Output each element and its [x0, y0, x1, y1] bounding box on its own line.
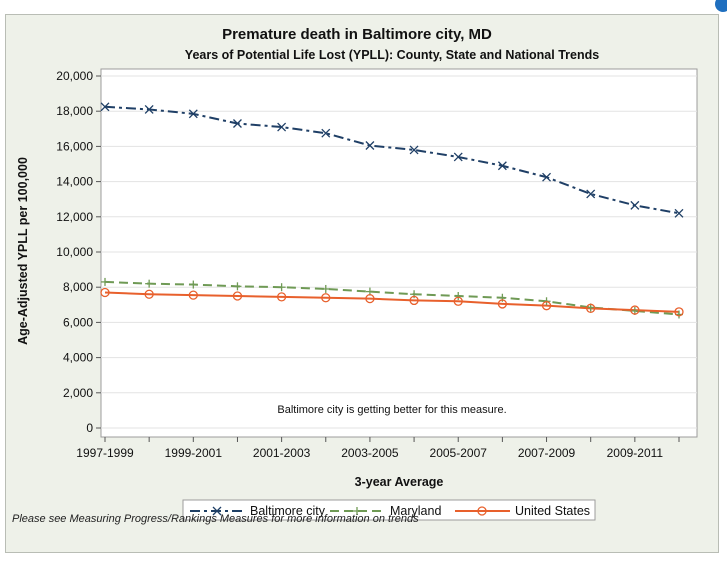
- circle-marker: [477, 506, 487, 516]
- x-axis: 1997-1999 1999-2001 2001-2003 2003-2005 2005…: [76, 437, 680, 460]
- legend-item: United States: [455, 504, 590, 518]
- chart-annotation: Baltimore city is getting better for thi…: [277, 404, 506, 416]
- x-tick-label: 2007-2009: [518, 446, 576, 460]
- y-tick-label: 18,000: [56, 104, 93, 118]
- plus-marker: [189, 280, 198, 289]
- x-tick-label: 1997-1999: [76, 446, 134, 460]
- circle-marker: [674, 307, 684, 317]
- y-tick-label: 8,000: [63, 280, 93, 294]
- x-marker: [321, 128, 331, 138]
- x-marker: [674, 208, 684, 218]
- y-tick-label: 2,000: [63, 386, 93, 400]
- plus-marker: [353, 507, 361, 515]
- x-marker: [630, 200, 640, 210]
- x-marker: [497, 161, 507, 171]
- circle-marker: [100, 287, 110, 298]
- circle-marker: [365, 293, 375, 304]
- x-marker: [586, 189, 596, 199]
- chart-title: Premature death in Baltimore city, MD: [222, 26, 492, 43]
- legend-item: Maryland: [330, 504, 441, 518]
- y-tick-label: 12,000: [56, 210, 93, 224]
- legend-label: Baltimore city: [250, 504, 326, 518]
- series-line: [104, 105, 680, 215]
- x-tick-label: 2009-2011: [607, 446, 664, 460]
- plot-area: [100, 68, 698, 438]
- legend: [182, 499, 596, 521]
- circle-marker: [188, 290, 198, 300]
- x-tick-label: 2003-2005: [341, 446, 399, 460]
- plus-marker: [277, 283, 286, 292]
- plus-marker: [233, 282, 242, 291]
- y-tick-label: 14,000: [56, 175, 93, 189]
- series-line: [104, 291, 680, 313]
- x-marker: [365, 141, 375, 150]
- circle-marker: [541, 301, 552, 311]
- plus-marker: [101, 277, 109, 286]
- y-tick-label: 4,000: [63, 351, 93, 365]
- series-lines: [104, 105, 680, 316]
- x-marker: [453, 152, 463, 162]
- x-marker: [144, 104, 154, 114]
- plus-marker: [454, 292, 463, 300]
- y-tick-label: 16,000: [56, 139, 93, 153]
- x-marker: [188, 109, 198, 119]
- circle-marker: [409, 295, 419, 306]
- x-tick-label: 2001-2003: [253, 446, 311, 460]
- y-axis: 0 2,000 4,000 6,000 8,000 10,000 12,000 14,000 1…: [56, 69, 101, 435]
- circle-marker: [232, 291, 243, 301]
- x-marker: [233, 119, 242, 128]
- chart-subtitle: Years of Potential Life Lost (YPLL): Cou…: [185, 48, 599, 62]
- x-marker: [100, 102, 110, 112]
- circle-marker: [321, 293, 331, 303]
- circle-marker: [453, 296, 463, 306]
- y-tick-label: 20,000: [56, 69, 93, 83]
- x-marker: [212, 506, 222, 516]
- footnote: Please see Measuring Progress/Rankings M…: [12, 513, 419, 525]
- circle-marker: [144, 289, 154, 299]
- x-marker: [277, 122, 287, 132]
- info-circle-icon[interactable]: [713, 0, 727, 14]
- y-tick-label: 10,000: [56, 245, 93, 259]
- legend-item: Baltimore city: [190, 504, 326, 518]
- y-tick-label: 6,000: [63, 315, 93, 329]
- y-axis-title: Age-Adjusted YPLL per 100,000: [16, 157, 30, 345]
- x-tick-label: 1999-2001: [165, 446, 223, 460]
- x-tick-label: 2005-2007: [430, 446, 488, 460]
- x-marker: [409, 145, 419, 155]
- series-markers: [100, 102, 684, 319]
- y-tick-label: 0: [86, 421, 93, 435]
- x-marker: [542, 172, 551, 182]
- circle-marker: [630, 305, 640, 315]
- x-axis-title: 3-year Average: [355, 475, 444, 489]
- gridlines: [101, 75, 697, 429]
- legend-label: United States: [515, 504, 590, 518]
- legend-items: Baltimore city Maryland United States: [190, 504, 590, 518]
- legend-label: Maryland: [390, 504, 441, 518]
- plus-marker: [145, 279, 154, 288]
- circle-marker: [586, 303, 596, 313]
- series-line: [104, 280, 680, 316]
- circle-marker: [497, 299, 508, 309]
- plus-marker: [321, 284, 330, 293]
- circle-marker: [276, 292, 287, 302]
